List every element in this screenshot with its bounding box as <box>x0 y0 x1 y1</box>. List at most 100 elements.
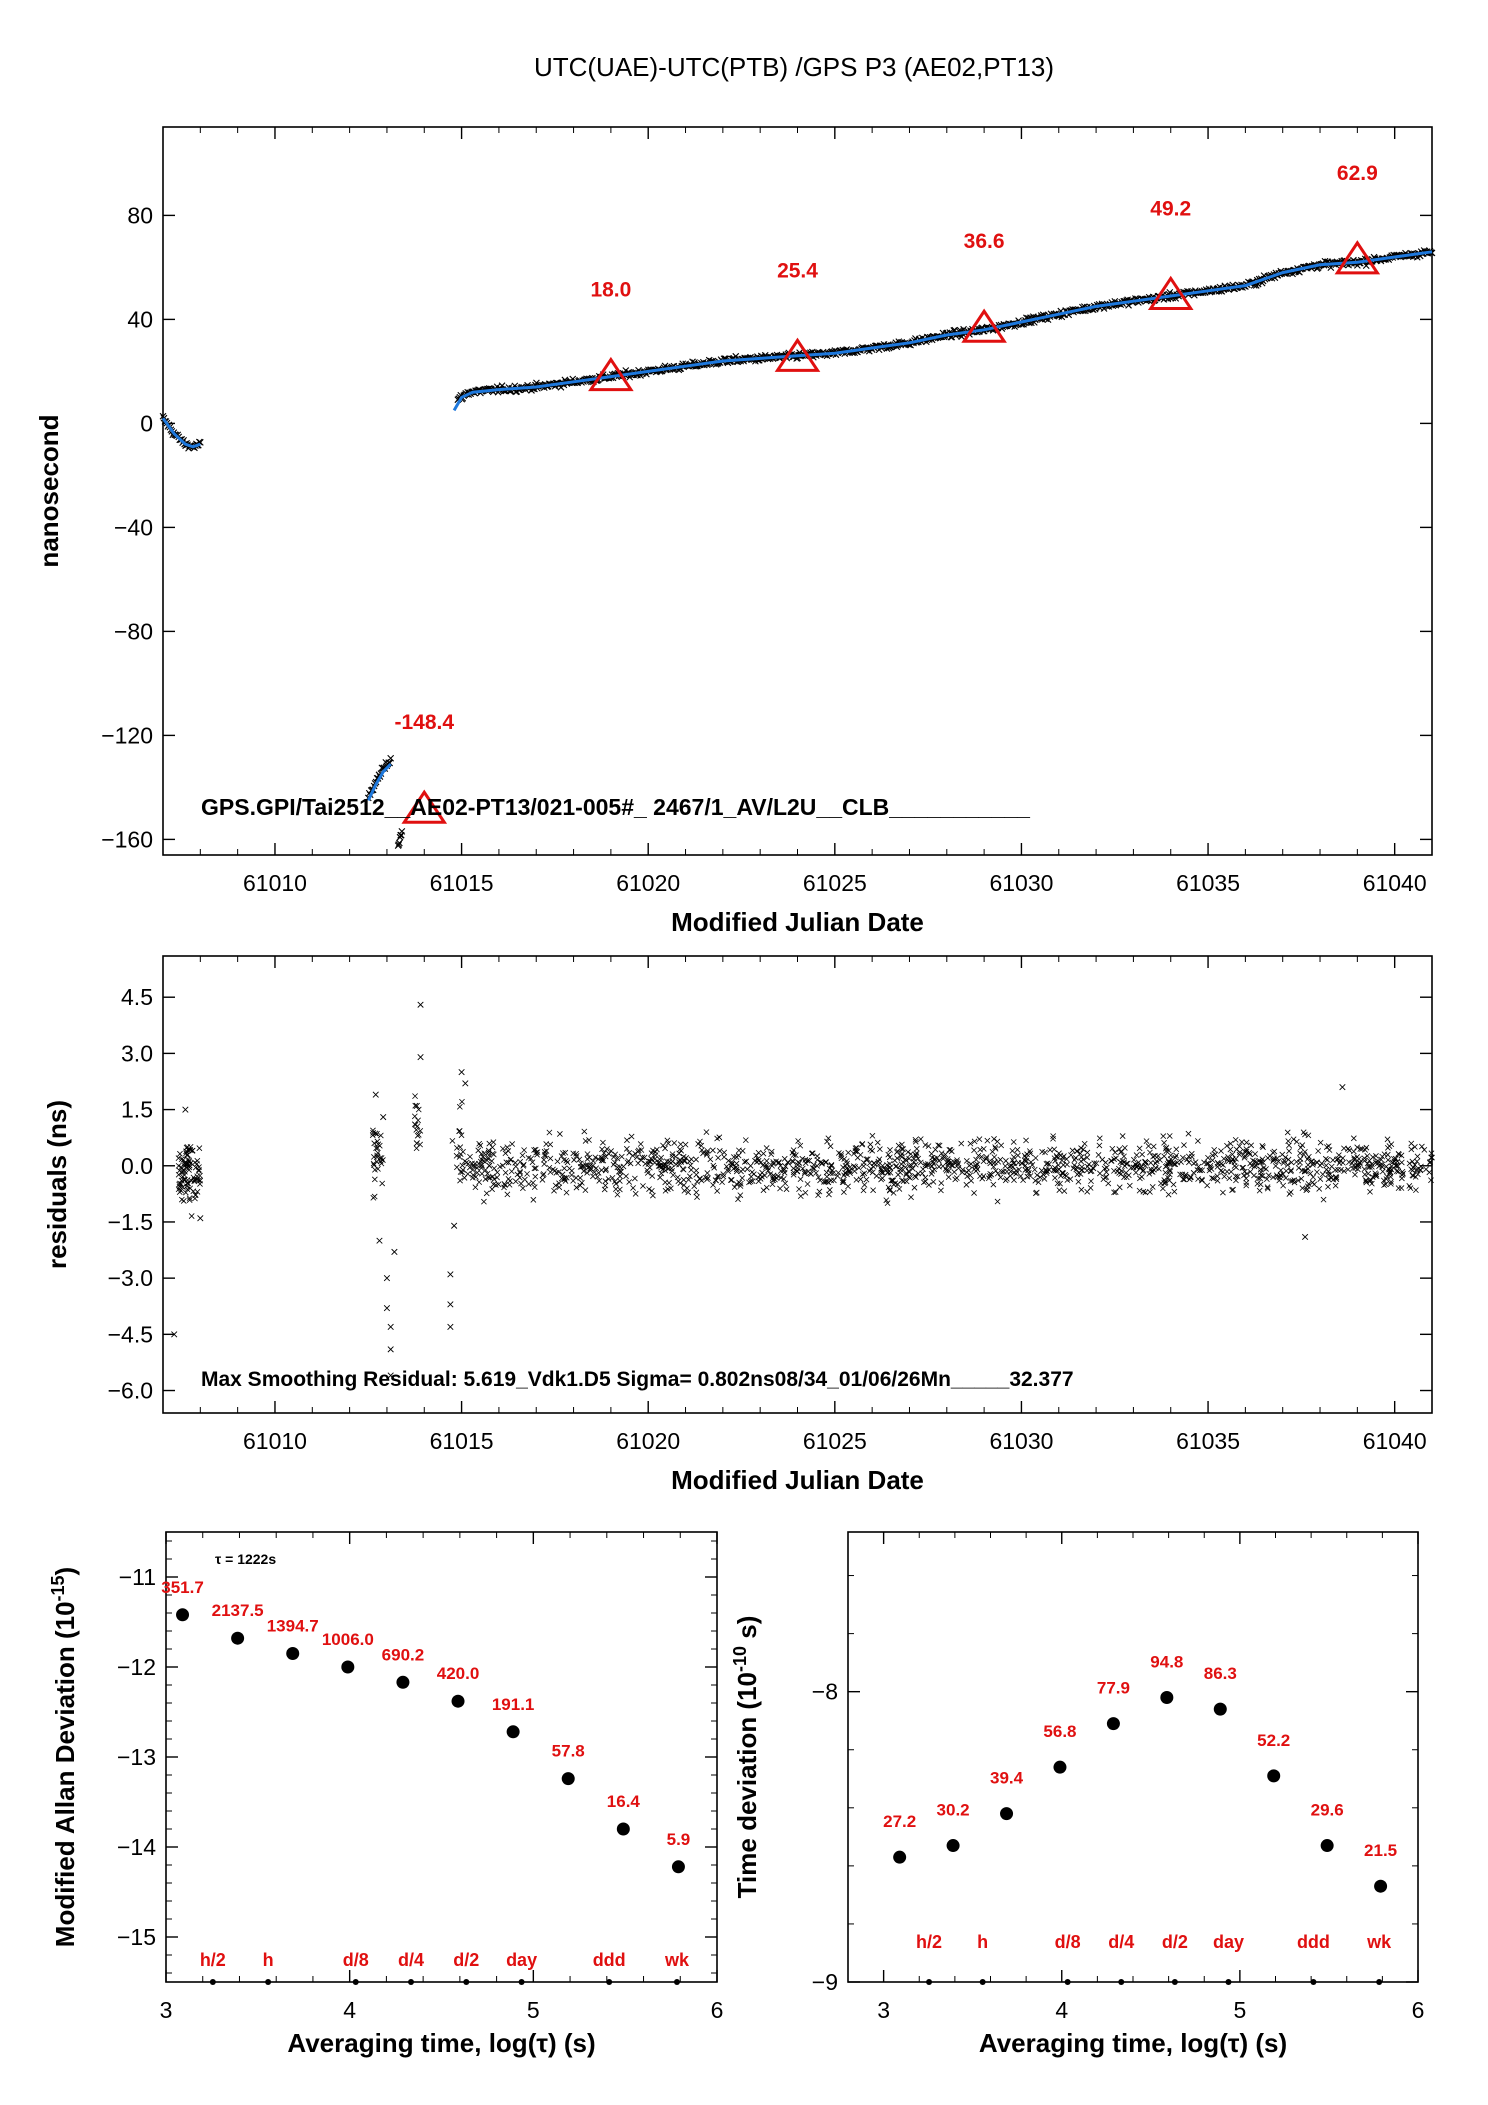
residual-point <box>1109 1145 1116 1152</box>
residual-point <box>1218 1148 1224 1154</box>
residual-point <box>186 1164 193 1171</box>
residual-point <box>1192 1159 1199 1166</box>
residual-point <box>582 1162 589 1169</box>
residual-point <box>1243 1175 1250 1182</box>
residual-point <box>920 1179 927 1186</box>
residual-point <box>874 1139 881 1146</box>
residual-point <box>876 1146 883 1153</box>
residual-point <box>484 1155 491 1162</box>
tdev-y-tick-label: −8 <box>812 1679 838 1705</box>
residual-point <box>578 1179 585 1186</box>
residual-point <box>1373 1173 1380 1180</box>
residual-point <box>1234 1173 1241 1180</box>
tdev-reference-label: wk <box>1366 1932 1392 1952</box>
residual-point <box>1211 1146 1218 1153</box>
residual-point <box>1073 1164 1080 1171</box>
residual-point <box>716 1148 723 1154</box>
offset-triangle-marker <box>1147 275 1194 310</box>
residual-point <box>618 1168 624 1175</box>
residual-point <box>1149 1169 1156 1175</box>
tdev-reference-label: d/4 <box>1108 1932 1134 1952</box>
residual-point <box>369 1132 376 1139</box>
mdev-reference-mark <box>606 1979 613 1985</box>
residual-point <box>790 1169 797 1176</box>
residual-point <box>920 1166 926 1173</box>
mdev-data-point <box>286 1647 300 1660</box>
residual-point <box>1050 1133 1057 1139</box>
residual-point <box>1100 1176 1107 1183</box>
residual-point <box>599 1146 605 1153</box>
residual-point <box>525 1181 532 1187</box>
residual-point <box>964 1173 971 1180</box>
residual-point <box>973 1156 980 1163</box>
residual-point <box>990 1160 997 1167</box>
residual-point <box>876 1156 883 1163</box>
residual-point <box>994 1198 1001 1205</box>
residual-point <box>938 1187 944 1194</box>
residual-point <box>828 1163 835 1169</box>
residual-point <box>1010 1163 1016 1170</box>
residual-point <box>1272 1163 1279 1169</box>
mdev-y-axis-label-main: Modified Allan Deviation (10 <box>50 1601 80 1947</box>
residual-point <box>590 1158 597 1164</box>
residual-point <box>713 1177 719 1184</box>
residual-point <box>580 1168 587 1174</box>
residual-point <box>1026 1148 1033 1154</box>
residual-point <box>987 1170 994 1177</box>
mdev-data-label: 420.0 <box>437 1664 480 1683</box>
mdev-reference-label: day <box>506 1950 537 1970</box>
residual-point <box>371 1140 378 1147</box>
residual-point <box>1366 1164 1373 1170</box>
residual-point <box>1352 1171 1358 1178</box>
residual-point <box>737 1183 744 1189</box>
offset-marker-label: 25.4 <box>777 259 818 282</box>
residual-point <box>479 1154 486 1160</box>
residual-point <box>760 1187 767 1194</box>
mdev-reference-label: wk <box>664 1950 690 1970</box>
residual-point <box>948 1162 955 1169</box>
residual-point <box>1165 1191 1172 1198</box>
residual-point <box>581 1128 588 1135</box>
residual-point <box>1133 1152 1140 1159</box>
residual-point <box>626 1179 633 1185</box>
mdev-reference-mark <box>352 1979 359 1985</box>
residual-point <box>753 1152 760 1159</box>
tdev-reference-mark <box>926 1979 933 1985</box>
residual-point <box>374 1130 380 1137</box>
residual-point <box>479 1162 485 1168</box>
residual-point <box>884 1170 891 1176</box>
residual-point <box>197 1172 203 1179</box>
residual-point <box>915 1170 922 1177</box>
residual-point <box>715 1173 722 1180</box>
residuals-x-tick-label: 61030 <box>989 1428 1053 1454</box>
residual-point <box>685 1189 692 1196</box>
residual-point <box>898 1161 905 1168</box>
residual-point <box>1369 1154 1376 1161</box>
residual-point <box>519 1152 526 1159</box>
residual-point <box>946 1167 952 1174</box>
residual-point <box>1264 1184 1271 1191</box>
tdev-data-point <box>1053 1760 1067 1774</box>
residual-point <box>1265 1172 1272 1179</box>
residual-point <box>1256 1187 1263 1194</box>
residual-point <box>618 1153 625 1160</box>
residual-point <box>682 1141 689 1148</box>
residual-point <box>1142 1189 1149 1196</box>
mdev-data-point <box>671 1860 685 1874</box>
residual-point <box>824 1138 830 1145</box>
residual-point <box>1357 1146 1364 1152</box>
residual-point <box>606 1151 612 1157</box>
residual-point <box>644 1167 651 1174</box>
residual-point <box>378 1155 385 1161</box>
residual-point <box>563 1189 570 1196</box>
residual-point <box>559 1171 566 1178</box>
residual-point <box>688 1167 695 1173</box>
residuals-x-tick-label: 61035 <box>1176 1428 1240 1454</box>
residual-point <box>539 1176 546 1183</box>
residual-point <box>614 1191 621 1198</box>
residual-point <box>1131 1156 1137 1163</box>
mdev-x-tick-label: 4 <box>343 1997 356 2023</box>
residual-point <box>542 1151 548 1158</box>
tdev-data-point <box>1160 1690 1174 1704</box>
residual-point <box>624 1137 630 1144</box>
